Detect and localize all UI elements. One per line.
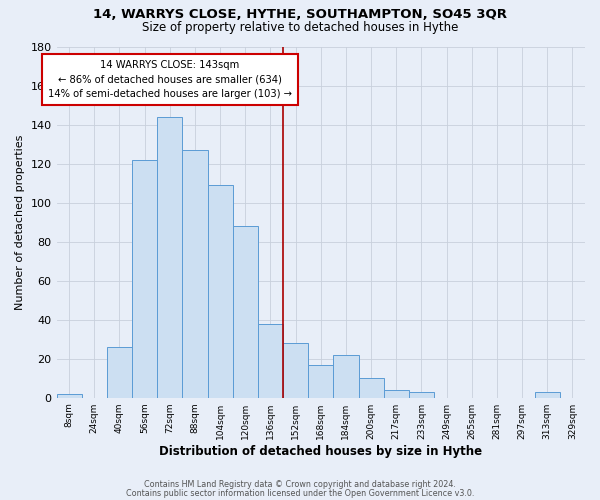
Bar	[56, 394, 82, 398]
Text: 14, WARRYS CLOSE, HYTHE, SOUTHAMPTON, SO45 3QR: 14, WARRYS CLOSE, HYTHE, SOUTHAMPTON, SO…	[93, 8, 507, 20]
Bar	[409, 392, 434, 398]
X-axis label: Distribution of detached houses by size in Hythe: Distribution of detached houses by size …	[159, 444, 482, 458]
Bar	[107, 347, 132, 398]
Bar	[308, 364, 334, 398]
Text: Size of property relative to detached houses in Hythe: Size of property relative to detached ho…	[142, 21, 458, 34]
Bar	[208, 185, 233, 398]
Text: Contains HM Land Registry data © Crown copyright and database right 2024.: Contains HM Land Registry data © Crown c…	[144, 480, 456, 489]
Text: 14 WARRYS CLOSE: 143sqm
← 86% of detached houses are smaller (634)
14% of semi-d: 14 WARRYS CLOSE: 143sqm ← 86% of detache…	[48, 60, 292, 99]
Bar	[535, 392, 560, 398]
Bar	[334, 355, 359, 398]
Bar	[182, 150, 208, 398]
Bar	[233, 226, 258, 398]
Bar	[383, 390, 409, 398]
Bar	[283, 343, 308, 398]
Y-axis label: Number of detached properties: Number of detached properties	[15, 134, 25, 310]
Bar	[132, 160, 157, 398]
Bar	[359, 378, 383, 398]
Text: Contains public sector information licensed under the Open Government Licence v3: Contains public sector information licen…	[126, 488, 474, 498]
Bar	[258, 324, 283, 398]
Bar	[157, 116, 182, 398]
